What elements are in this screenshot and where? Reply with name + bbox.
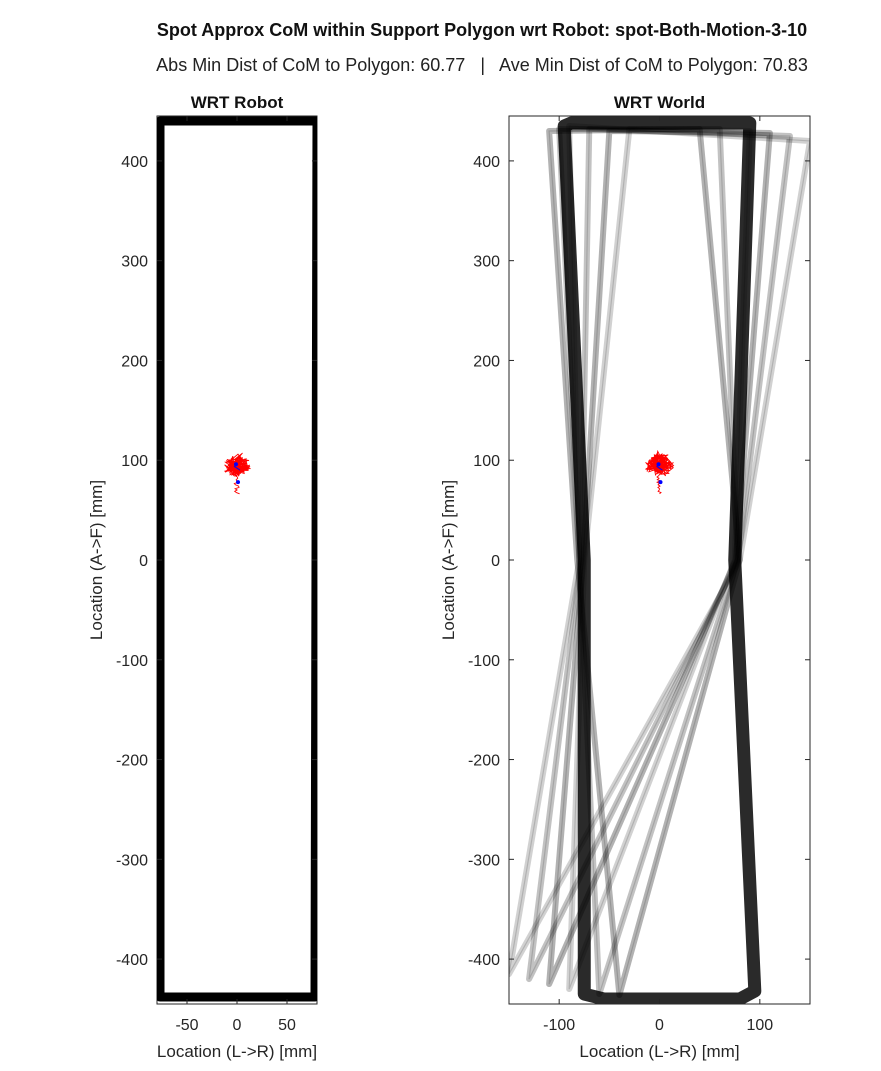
x-tick-label: -100 (543, 1017, 575, 1034)
support-polygon-trace (546, 125, 743, 999)
com-mean-point (658, 480, 663, 485)
support-polygon-trace (526, 125, 793, 983)
axes-frame (508, 115, 811, 1005)
axes-title: WRT World (614, 93, 705, 112)
plot-area (509, 116, 810, 1004)
axes-title: WRT Robot (191, 93, 284, 112)
support-polygon-trace (558, 128, 739, 995)
axes-frame (156, 115, 318, 1005)
support-polygon-trace (509, 125, 810, 975)
x-tick-label: 0 (655, 1017, 664, 1034)
plots-container: -400 -300 -200 -100 0 100 200 300 400 -50 0 50 WRT R… (87, 93, 811, 1061)
support-polygon-trace (509, 122, 810, 978)
y-tick-label: -200 (468, 753, 500, 770)
com-mean-point (236, 480, 240, 485)
support-polygon-trace (568, 128, 751, 990)
x-tick-label: 0 (233, 1017, 242, 1034)
x-tick-label: -50 (175, 1017, 198, 1034)
axes-1: -400 -300 -200 -100 0 100 200 300 400 -50 0 50 WRT R… (87, 93, 318, 1061)
com-mean-segment (656, 465, 663, 471)
support-polygon-trace (548, 128, 741, 996)
support-polygon-trace (556, 125, 741, 998)
support-polygon-trace (546, 127, 773, 988)
figure-subtitle: Abs Min Dist of CoM to Polygon: 60.77 | … (156, 55, 808, 75)
x-tick-label: 100 (746, 1017, 773, 1034)
com-mean-segment (233, 465, 241, 471)
y-tick-label: 0 (139, 553, 148, 570)
support-polygon-trace (566, 125, 753, 993)
y-tick-label: -100 (116, 653, 148, 670)
y-tick-label: -100 (468, 653, 500, 670)
y-tick-label: 100 (121, 453, 148, 470)
y-tick-label: 100 (473, 453, 500, 470)
support-polygon-trace (548, 130, 771, 985)
y-tick-label: 300 (121, 254, 148, 271)
plot-area (157, 116, 317, 1002)
y-tick-label: 0 (491, 553, 500, 570)
x-axis-label: Location (L->R) [mm] (157, 1042, 317, 1061)
y-axis-label: Location (A->F) [mm] (439, 480, 458, 640)
y-tick-label: -200 (116, 753, 148, 770)
com-mean-point (234, 462, 238, 467)
y-tick-label: 200 (473, 353, 500, 370)
support-polygon (557, 116, 762, 1004)
y-tick-label: -400 (468, 952, 500, 969)
support-polygon (157, 116, 317, 1002)
y-axis-label: Location (A->F) [mm] (87, 480, 106, 640)
axes-2: -400 -300 -200 -100 0 100 200 300 400 -100 0 100 WRT… (439, 93, 811, 1061)
com-mean-point (656, 462, 661, 467)
y-tick-label: 300 (473, 254, 500, 271)
x-axis-label: Location (L->R) [mm] (579, 1042, 739, 1061)
y-tick-label: 400 (473, 154, 500, 171)
figure-title: Spot Approx CoM within Support Polygon w… (157, 20, 807, 40)
x-tick-label: 50 (278, 1017, 296, 1034)
y-tick-label: -300 (468, 852, 500, 869)
support-polygon-trace (528, 128, 791, 980)
y-tick-label: -300 (116, 852, 148, 869)
y-tick-label: 200 (121, 353, 148, 370)
y-tick-label: -400 (116, 952, 148, 969)
y-tick-label: 400 (121, 154, 148, 171)
